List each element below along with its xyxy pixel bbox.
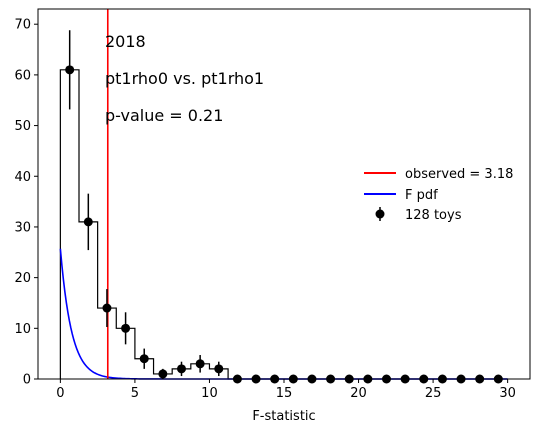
y-tick-label: 0 (23, 373, 31, 388)
toy-point (102, 289, 112, 328)
y-tick-label: 20 (14, 271, 31, 286)
y-tick-label: 60 (14, 68, 31, 83)
x-tick-label: 10 (201, 386, 218, 401)
annotation-comparison: pt1rho0 vs. pt1rho1 (105, 69, 264, 88)
annotation-p-value: p-value = 0.21 (105, 106, 223, 125)
y-tick-label: 50 (14, 119, 31, 134)
toy-marker (195, 359, 205, 369)
legend-toys-label: 128 toys (405, 208, 462, 223)
toy-marker (65, 65, 75, 75)
legend-toys-marker (375, 209, 385, 219)
toy-marker (158, 369, 168, 379)
toy-marker (121, 323, 131, 333)
legend: observed = 3.18 F pdf 128 toys (364, 167, 513, 223)
toy-point (195, 355, 205, 373)
x-tick-label: 25 (425, 386, 442, 401)
x-tick-label: 0 (56, 386, 64, 401)
toy-point (139, 348, 149, 369)
x-tick-label: 20 (350, 386, 367, 401)
y-axis: 0 10 20 30 40 50 60 70 (14, 18, 38, 388)
toy-point (214, 361, 224, 377)
y-tick-label: 40 (14, 170, 31, 185)
y-tick-label: 10 (14, 322, 31, 337)
toy-marker (177, 364, 186, 374)
toy-point (158, 368, 168, 379)
x-tick-label: 30 (499, 386, 516, 401)
x-axis-label: F-statistic (252, 409, 315, 424)
toy-marker (83, 217, 93, 227)
legend-f-pdf-label: F pdf (405, 188, 438, 203)
toy-marker (102, 303, 112, 313)
annotation-year: 2018 (105, 32, 146, 51)
toy-point (65, 30, 75, 110)
toy-point (121, 312, 131, 345)
x-tick-label: 5 (131, 386, 139, 401)
x-tick-label: 15 (276, 386, 293, 401)
y-tick-label: 70 (14, 18, 31, 33)
toy-point (83, 193, 93, 251)
y-tick-label: 30 (14, 220, 31, 235)
legend-observed-label: observed = 3.18 (405, 167, 513, 182)
toy-marker (139, 354, 149, 364)
toy-point (177, 361, 186, 377)
x-axis: 0 5 10 15 20 25 30 (56, 379, 516, 401)
toy-marker (214, 364, 224, 374)
